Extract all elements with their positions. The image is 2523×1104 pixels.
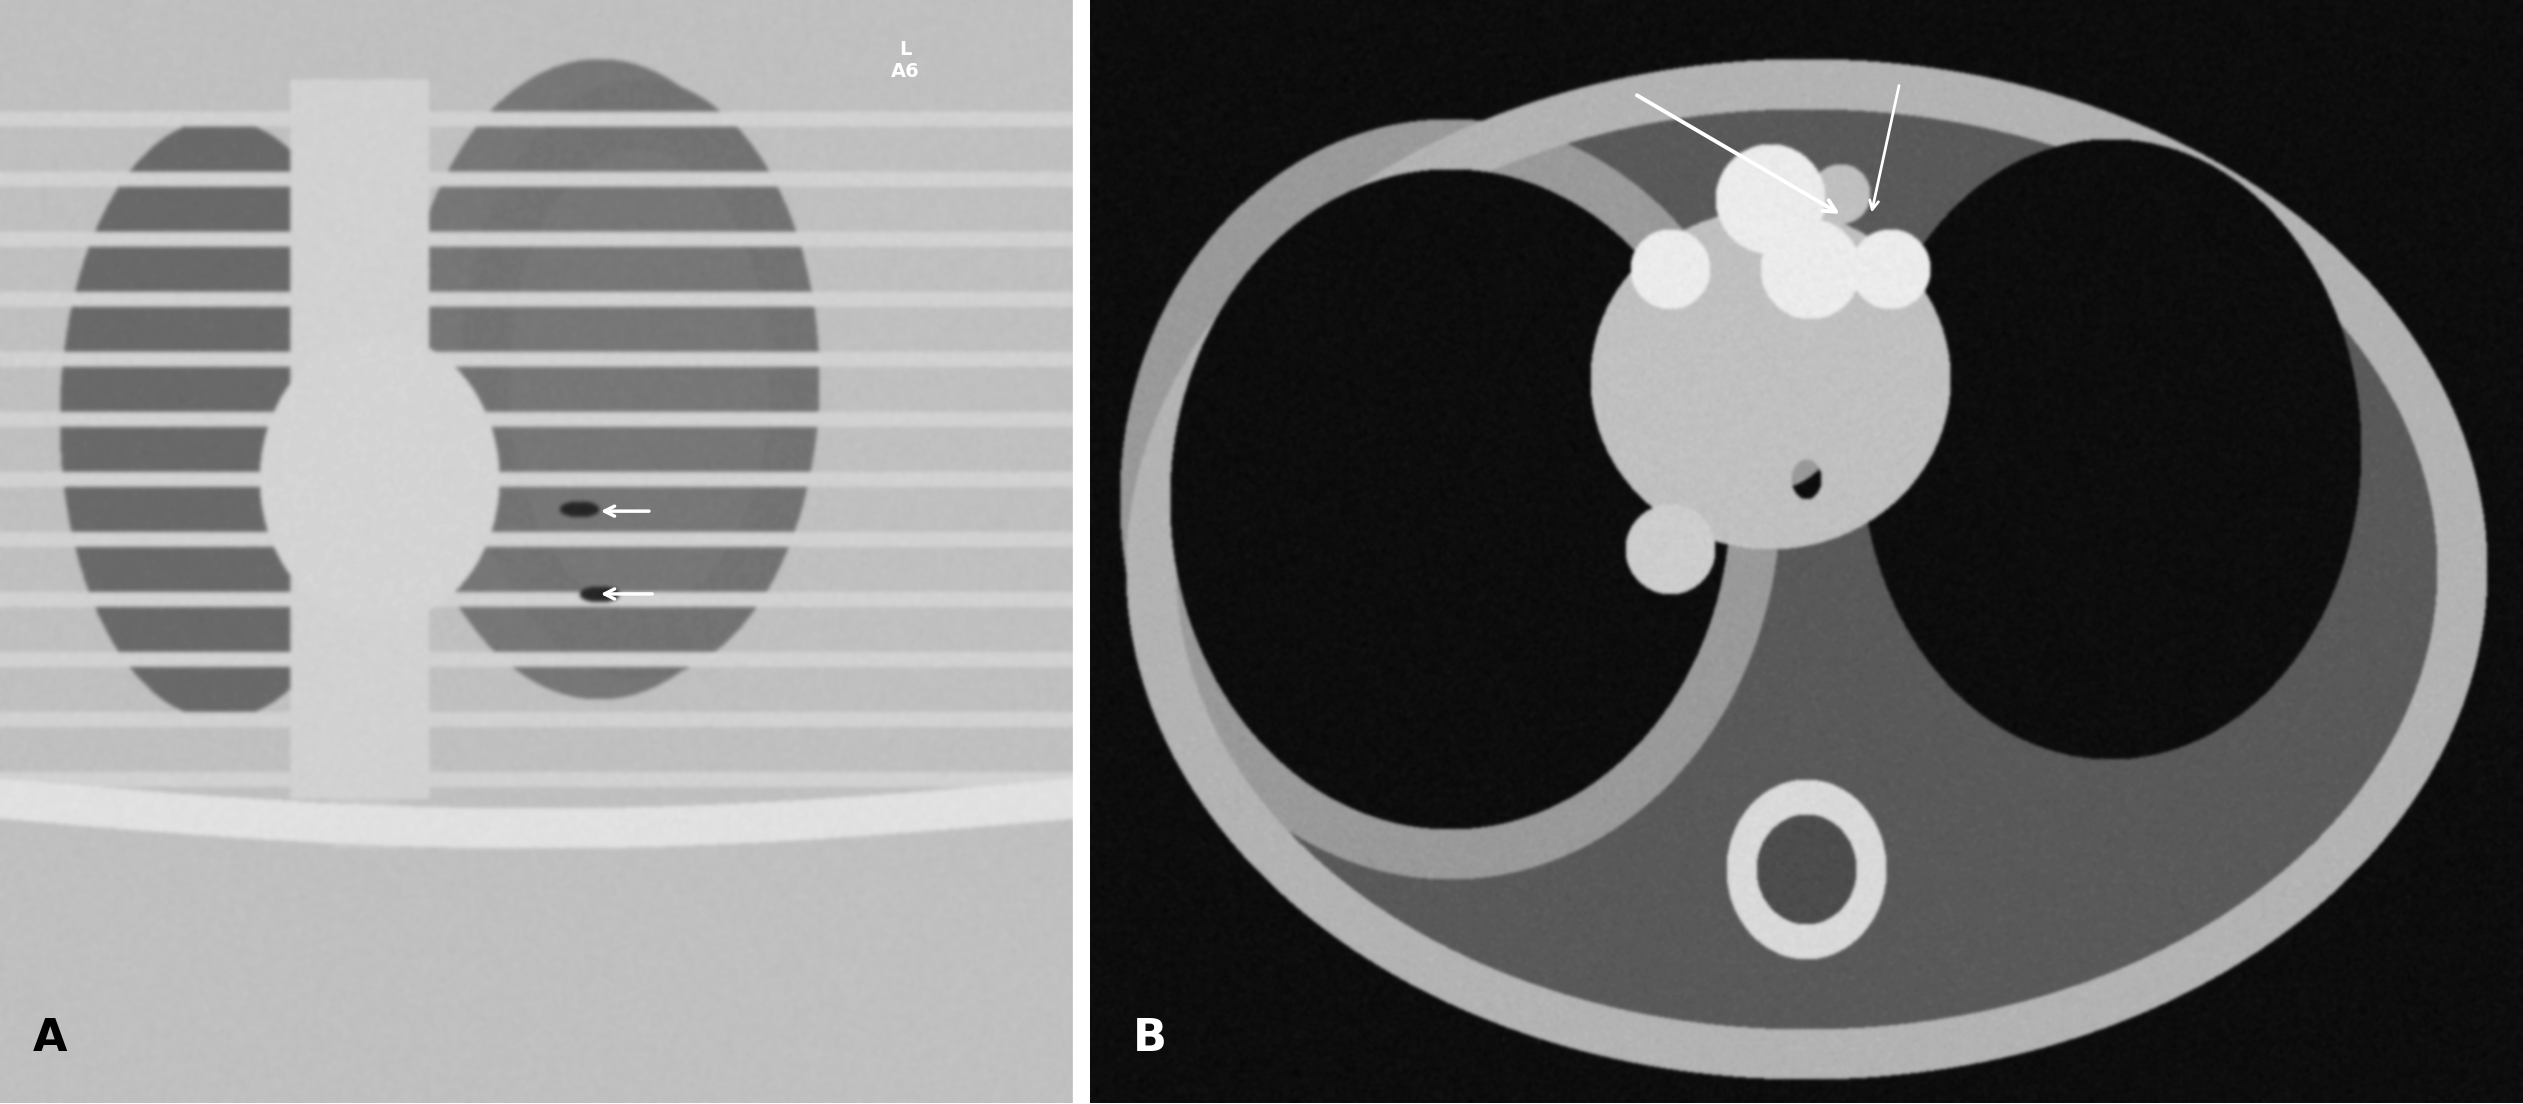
Text: A: A (33, 1017, 66, 1060)
Text: L
A6: L A6 (891, 40, 918, 82)
Text: B: B (1133, 1017, 1168, 1060)
